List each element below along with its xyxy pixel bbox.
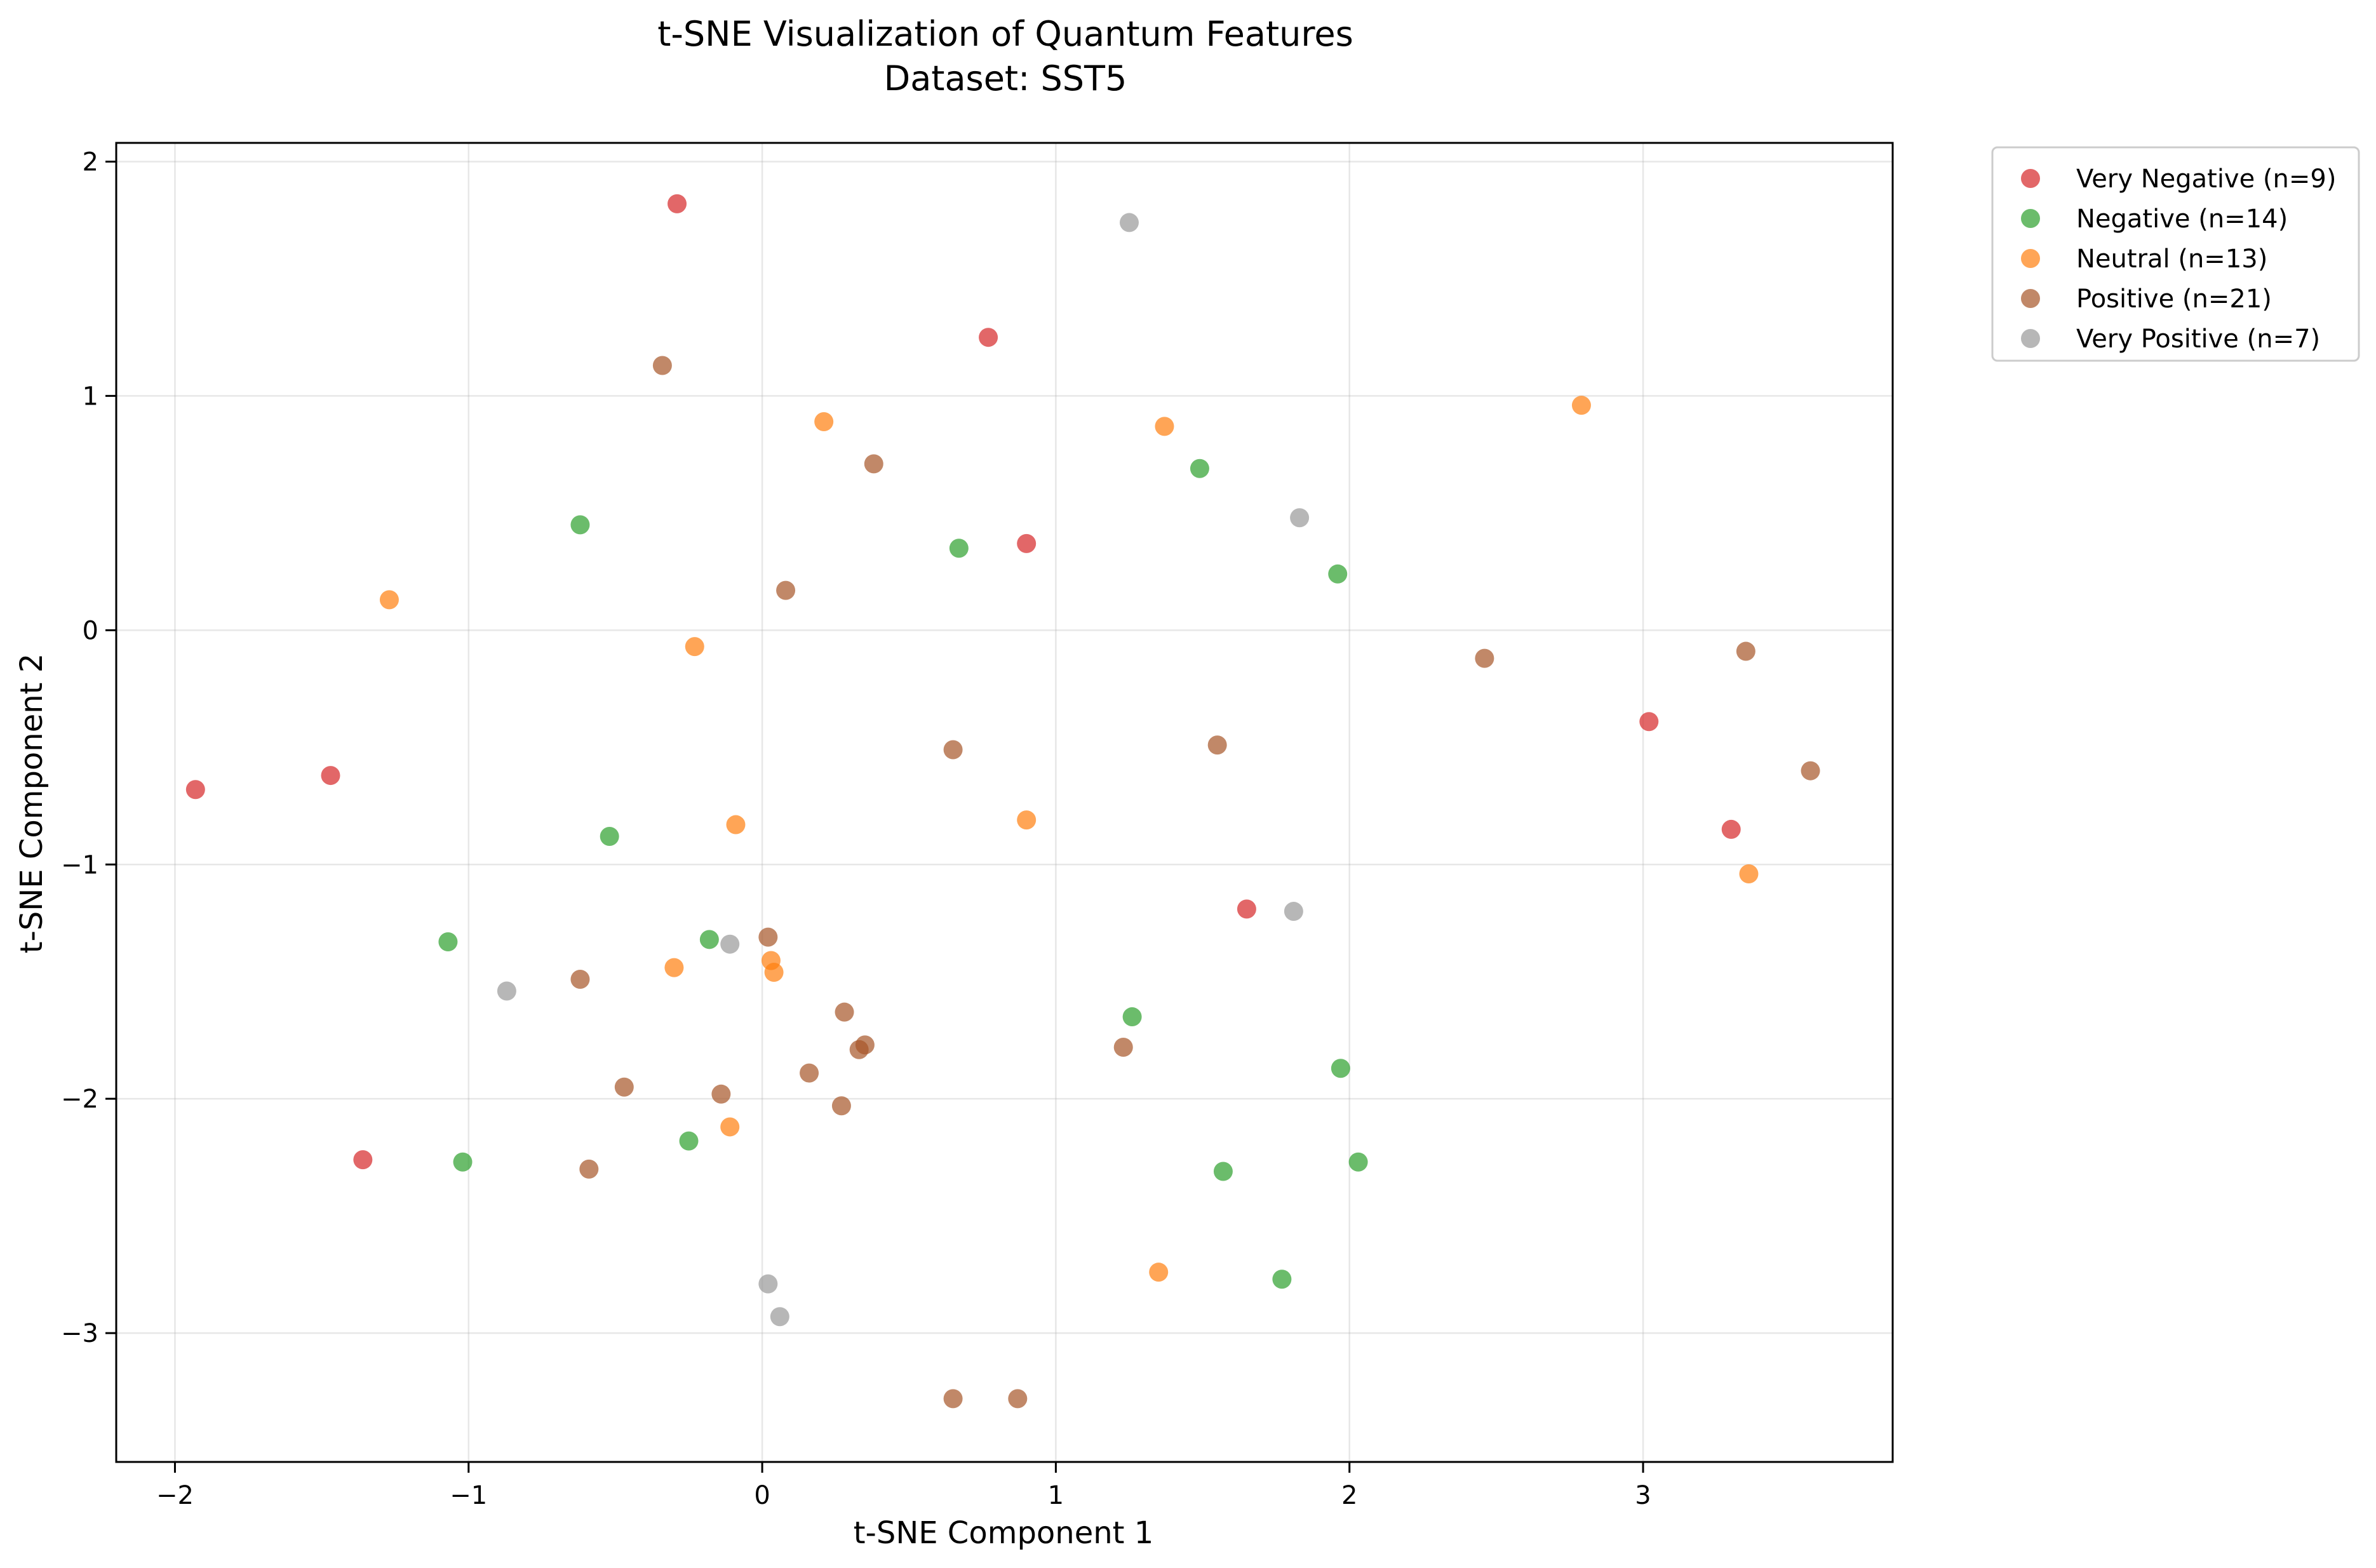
y-tick-label: 2 xyxy=(83,148,98,177)
x-tick-label: 0 xyxy=(754,1481,770,1510)
chart-title: t-SNE Visualization of Quantum Features xyxy=(657,14,1353,54)
data-point xyxy=(1008,1389,1028,1409)
data-point xyxy=(679,1131,699,1151)
data-point xyxy=(979,328,998,347)
x-tick-label: 2 xyxy=(1341,1481,1357,1510)
data-point xyxy=(800,1063,819,1083)
data-point xyxy=(943,740,963,760)
data-point xyxy=(1122,1007,1142,1027)
legend-label: Neutral (n=13) xyxy=(2076,245,2267,274)
data-point xyxy=(726,815,746,834)
data-point xyxy=(1119,213,1139,232)
data-point xyxy=(1017,533,1037,553)
x-axis-label: t-SNE Component 1 xyxy=(854,1515,1154,1551)
data-point xyxy=(453,1152,473,1172)
data-point xyxy=(685,637,704,657)
data-point xyxy=(1331,1059,1350,1078)
data-point xyxy=(1149,1263,1169,1282)
data-point xyxy=(855,1035,875,1055)
legend-marker xyxy=(2021,249,2040,268)
data-point xyxy=(570,515,590,535)
data-point xyxy=(720,934,740,954)
data-point xyxy=(497,981,516,1001)
data-point xyxy=(1237,899,1256,919)
legend-label: Negative (n=14) xyxy=(2076,204,2288,234)
legend-marker xyxy=(2021,289,2040,308)
data-point xyxy=(1113,1038,1133,1057)
legend-marker xyxy=(2021,169,2040,188)
data-point xyxy=(321,766,340,786)
y-tick-label: −3 xyxy=(61,1319,98,1348)
data-point xyxy=(570,970,590,989)
data-point xyxy=(1739,864,1759,884)
data-point xyxy=(1801,761,1820,781)
x-tick-label: −1 xyxy=(450,1481,487,1510)
grid-lines xyxy=(116,143,1893,1462)
data-point xyxy=(1571,396,1591,415)
x-tick-label: 3 xyxy=(1635,1481,1651,1510)
data-point xyxy=(758,1274,778,1294)
chart-subtitle: Dataset: SST5 xyxy=(884,58,1127,98)
data-point xyxy=(579,1159,599,1179)
legend-label: Very Negative (n=9) xyxy=(2076,164,2336,194)
legend-label: Very Positive (n=7) xyxy=(2076,325,2320,354)
data-point xyxy=(720,1117,740,1137)
plot-area-frame xyxy=(115,142,1894,1463)
y-tick-label: 1 xyxy=(83,382,98,411)
data-point xyxy=(438,932,458,952)
data-point xyxy=(831,1096,851,1116)
y-tick-label: −2 xyxy=(61,1085,98,1114)
data-point xyxy=(814,412,834,432)
data-point xyxy=(1017,810,1037,830)
data-point xyxy=(652,356,672,375)
data-point xyxy=(1207,735,1227,755)
data-point xyxy=(1348,1152,1368,1172)
data-point xyxy=(614,1077,634,1097)
data-point xyxy=(864,454,883,474)
y-tick-label: 0 xyxy=(83,616,98,645)
data-points xyxy=(185,194,1820,1409)
data-point xyxy=(668,194,687,213)
x-axis-ticks: −2 −1 0 1 2 3 xyxy=(156,1462,1651,1510)
data-point xyxy=(185,780,205,800)
data-point xyxy=(949,539,969,558)
legend-marker xyxy=(2021,209,2040,228)
y-axis-label: t-SNE Component 2 xyxy=(14,653,50,954)
legend-marker xyxy=(2021,329,2040,348)
data-point xyxy=(943,1389,963,1409)
legend-frame xyxy=(1991,146,2360,362)
data-point xyxy=(353,1150,373,1170)
data-point xyxy=(1328,564,1348,584)
data-point xyxy=(600,826,619,846)
x-tick-label: −2 xyxy=(156,1481,194,1510)
data-point xyxy=(776,580,796,600)
data-point xyxy=(664,958,684,977)
data-point xyxy=(1721,819,1741,839)
data-point xyxy=(1284,902,1303,921)
legend-label: Positive (n=21) xyxy=(2076,285,2272,314)
data-point xyxy=(1639,712,1659,732)
data-point xyxy=(1736,641,1755,661)
data-point xyxy=(1155,417,1174,436)
data-point xyxy=(711,1084,731,1104)
legend-items: Very Negative (n=9) Negative (n=14) Neutra… xyxy=(2021,164,2336,354)
y-tick-label: −1 xyxy=(61,850,98,880)
data-point xyxy=(758,927,778,947)
data-point xyxy=(1272,1270,1292,1289)
data-point xyxy=(379,590,399,610)
data-point xyxy=(770,1307,789,1327)
data-point xyxy=(1475,648,1494,668)
y-axis-ticks: −3 −2 −1 0 1 2 xyxy=(61,148,116,1348)
data-point xyxy=(1213,1162,1233,1181)
data-point xyxy=(1190,459,1209,478)
data-point xyxy=(699,930,719,949)
data-point xyxy=(1290,508,1310,528)
x-tick-label: 1 xyxy=(1048,1481,1064,1510)
data-point xyxy=(764,962,784,982)
data-point xyxy=(835,1002,854,1022)
legend: Very Negative (n=9) Negative (n=14) Neutra… xyxy=(1991,146,2360,362)
